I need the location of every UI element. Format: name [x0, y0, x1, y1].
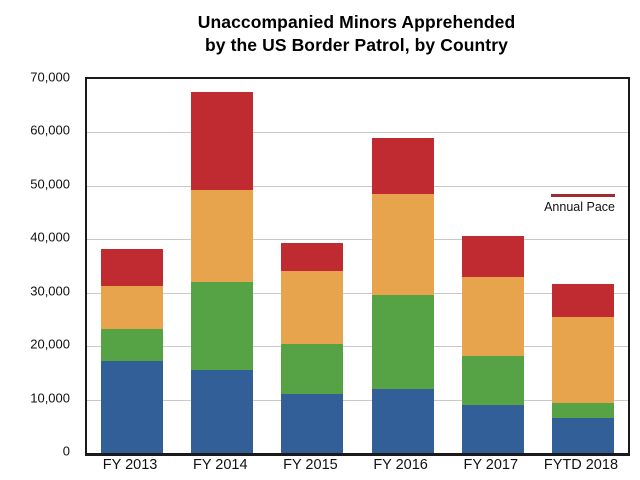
- annual-pace-label: Annual Pace: [544, 199, 615, 214]
- red-top-segment: [461, 235, 524, 277]
- annual-pace-marker: Annual Pace: [538, 193, 628, 214]
- red-top-segment: [101, 249, 164, 286]
- orange-segment: [101, 285, 164, 329]
- chart-title-line2: by the US Border Patrol, by Country: [205, 35, 508, 56]
- bar-stack: [191, 79, 254, 453]
- gridline: [87, 132, 628, 134]
- y-tick-label: 10,000: [30, 390, 70, 406]
- gridline: [87, 292, 628, 294]
- bar-slot: [538, 79, 628, 453]
- gridline: [87, 239, 628, 241]
- bar-stack: [281, 79, 344, 453]
- bar-slot: [448, 79, 538, 453]
- x-tick-label: FY 2013: [102, 457, 158, 473]
- chart-title-line1: Unaccompanied Minors Apprehended: [197, 12, 516, 32]
- x-tick-label: FY 2014: [192, 457, 248, 473]
- y-tick-label: 40,000: [30, 229, 70, 245]
- green-segment: [281, 344, 344, 395]
- green-segment: [191, 281, 254, 370]
- y-tick-label: 70,000: [30, 69, 70, 85]
- y-tick-label: 0: [62, 443, 70, 459]
- bar-stack: [101, 79, 164, 453]
- blue-bottom-segment: [281, 394, 344, 453]
- orange-segment: [461, 276, 524, 356]
- bars-layer: [87, 79, 628, 453]
- green-segment: [551, 403, 614, 418]
- bar-slot: [87, 79, 177, 453]
- blue-bottom-segment: [371, 389, 434, 453]
- red-top-segment: [191, 92, 254, 190]
- orange-segment: [371, 193, 434, 295]
- chart-title: Unaccompanied Minors Apprehended by the …: [85, 11, 628, 57]
- blue-bottom-segment: [551, 417, 614, 453]
- gridline: [87, 346, 628, 348]
- orange-segment: [551, 317, 614, 404]
- annual-pace-line: [550, 193, 615, 197]
- bar-slot: [267, 79, 357, 453]
- blue-bottom-segment: [461, 405, 524, 453]
- y-tick-label: 20,000: [30, 336, 70, 352]
- bar-stack: [461, 79, 524, 453]
- bar-stack: [551, 79, 614, 453]
- x-axis: FY 2013 FY 2014 FY 2015 FY 2016 FY 2017 FYTD …: [85, 457, 626, 479]
- bar-stack: [371, 79, 434, 453]
- orange-segment: [191, 189, 254, 282]
- bar-slot: [358, 79, 448, 453]
- green-segment: [101, 328, 164, 361]
- x-tick-label: FY 2017: [463, 457, 519, 473]
- green-segment: [371, 294, 434, 390]
- green-segment: [461, 355, 524, 406]
- red-top-segment: [551, 283, 614, 318]
- bar-slot: [177, 79, 267, 453]
- red-top-segment: [371, 138, 434, 194]
- gridline: [87, 399, 628, 401]
- plot-area: Annual Pace: [85, 77, 630, 456]
- x-tick-label: FYTD 2018: [543, 457, 619, 473]
- orange-segment: [281, 271, 344, 345]
- blue-bottom-segment: [101, 360, 164, 453]
- gridline: [87, 185, 628, 187]
- y-tick-label: 50,000: [30, 176, 70, 192]
- blue-bottom-segment: [191, 369, 254, 453]
- x-tick-label: FY 2016: [373, 457, 428, 473]
- y-tick-label: 30,000: [30, 283, 70, 299]
- red-top-segment: [281, 242, 344, 272]
- y-tick-label: 60,000: [30, 122, 70, 138]
- x-tick-label: FY 2015: [283, 457, 338, 473]
- y-axis: 0 10,000 20,000 30,000 40,000 50,000 60,000 70,…: [0, 70, 77, 459]
